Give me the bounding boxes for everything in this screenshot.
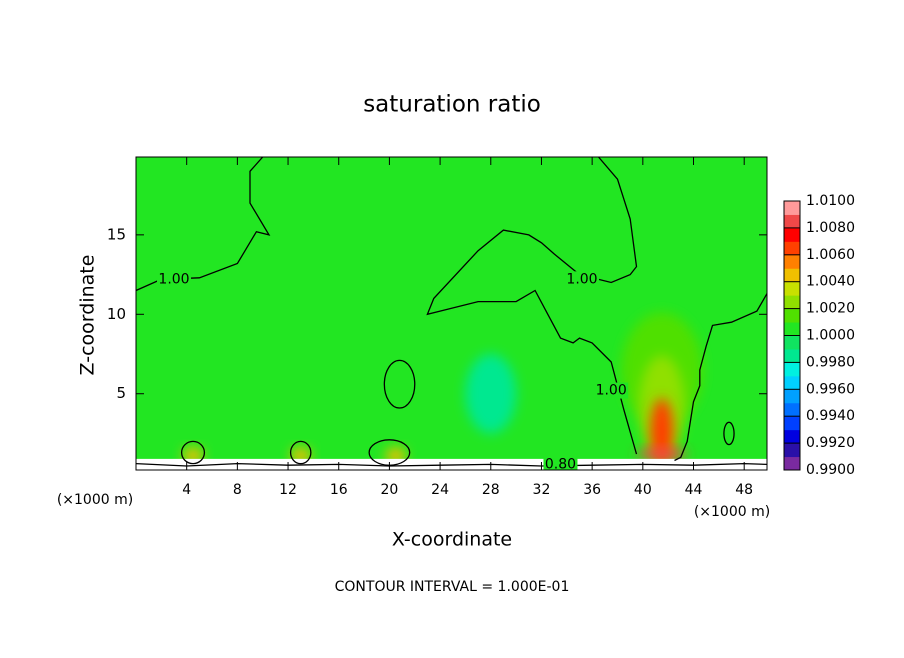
colorbar-label: 0.9920 — [806, 435, 855, 451]
plot-area: 1.00 1.00 1.00 0.80 — [136, 157, 767, 472]
x-unit: (×1000 m) — [694, 504, 770, 520]
field-blob — [465, 354, 517, 434]
x-tick-label: 32 — [533, 482, 551, 498]
colorbar-label: 0.9940 — [806, 408, 855, 424]
contour-loop — [383, 359, 416, 409]
colorbar-label: 1.0020 — [806, 301, 855, 317]
colorbar-swatch — [784, 268, 800, 283]
colorbar-swatch — [784, 443, 800, 458]
footer: CONTOUR INTERVAL = 1.000E-01 — [335, 579, 570, 595]
x-tick-label: 12 — [279, 482, 297, 498]
colorbar-swatch — [784, 322, 800, 336]
x-tick-label: 28 — [482, 482, 500, 498]
colorbar-swatch — [784, 254, 800, 269]
colorbar-swatch — [784, 389, 800, 404]
y-tick-label: 5 — [116, 384, 126, 402]
contour-line — [426, 157, 638, 455]
colorbar-swatch — [784, 456, 800, 471]
colorbar-swatch — [784, 201, 800, 215]
colorbar-label: 1.0060 — [806, 247, 855, 263]
colorbar-swatch — [784, 402, 800, 417]
contour-line — [674, 293, 767, 462]
colorbar-swatch — [784, 227, 800, 242]
colorbar-label: 0.9980 — [806, 354, 855, 370]
colorbar-swatch — [784, 335, 800, 350]
x-axis-label: X-coordinate — [392, 529, 512, 551]
contour-loop — [289, 440, 312, 465]
contour-label-bg — [594, 382, 629, 399]
contour-loop — [723, 421, 735, 446]
colorbar-swatch — [784, 416, 800, 431]
contour-label: 1.00 — [596, 383, 627, 399]
colorbar-swatch — [784, 241, 800, 256]
colorbar-swatch — [784, 375, 800, 390]
x-tick-label: 40 — [634, 482, 652, 498]
field-blob — [650, 398, 674, 466]
colorbar-swatch — [784, 295, 800, 310]
contour-label: 1.00 — [566, 271, 597, 287]
colorbar-label: 0.9900 — [806, 462, 855, 478]
contour-label-bg — [565, 271, 600, 288]
x-tick-label: 20 — [380, 482, 398, 498]
contour-line — [136, 462, 767, 467]
y-tick-label: 15 — [107, 225, 126, 243]
colorbar-swatch — [784, 281, 800, 296]
y-tick-label: 10 — [107, 305, 126, 323]
contour-label-bg — [543, 456, 578, 470]
colorbar-swatch — [784, 308, 800, 323]
x-tick-label: 16 — [330, 482, 348, 498]
x-tick-label: 8 — [233, 482, 242, 498]
x-tick-label: 36 — [583, 482, 601, 498]
colorbar-swatch — [784, 214, 800, 229]
colorbar-label: 1.0080 — [806, 220, 855, 236]
colorbar-swatch — [784, 429, 800, 444]
contour-label-bg — [157, 271, 192, 288]
contour-label: 0.80 — [545, 456, 576, 472]
chart-title: saturation ratio — [363, 92, 541, 118]
x-tick-label: 44 — [685, 482, 703, 498]
colorbar-label: 0.9960 — [806, 381, 855, 397]
x-tick-label: 4 — [182, 482, 191, 498]
colorbar-swatch — [784, 348, 800, 363]
x-unit: (×1000 m) — [57, 492, 133, 508]
colorbar-label: 1.0100 — [806, 193, 855, 209]
plot-frame — [135, 156, 768, 471]
y-axis-label: Z-coordinate — [77, 255, 99, 376]
contour-label: 1.00 — [158, 271, 189, 287]
field-blob — [636, 448, 688, 460]
x-tick-label: 24 — [431, 482, 449, 498]
colorbar-label: 1.0040 — [806, 274, 855, 290]
x-tick-label: 48 — [735, 482, 753, 498]
colorbar-label: 1.0000 — [806, 328, 855, 344]
contour-loop — [180, 440, 206, 465]
colorbar-swatch — [784, 362, 800, 377]
